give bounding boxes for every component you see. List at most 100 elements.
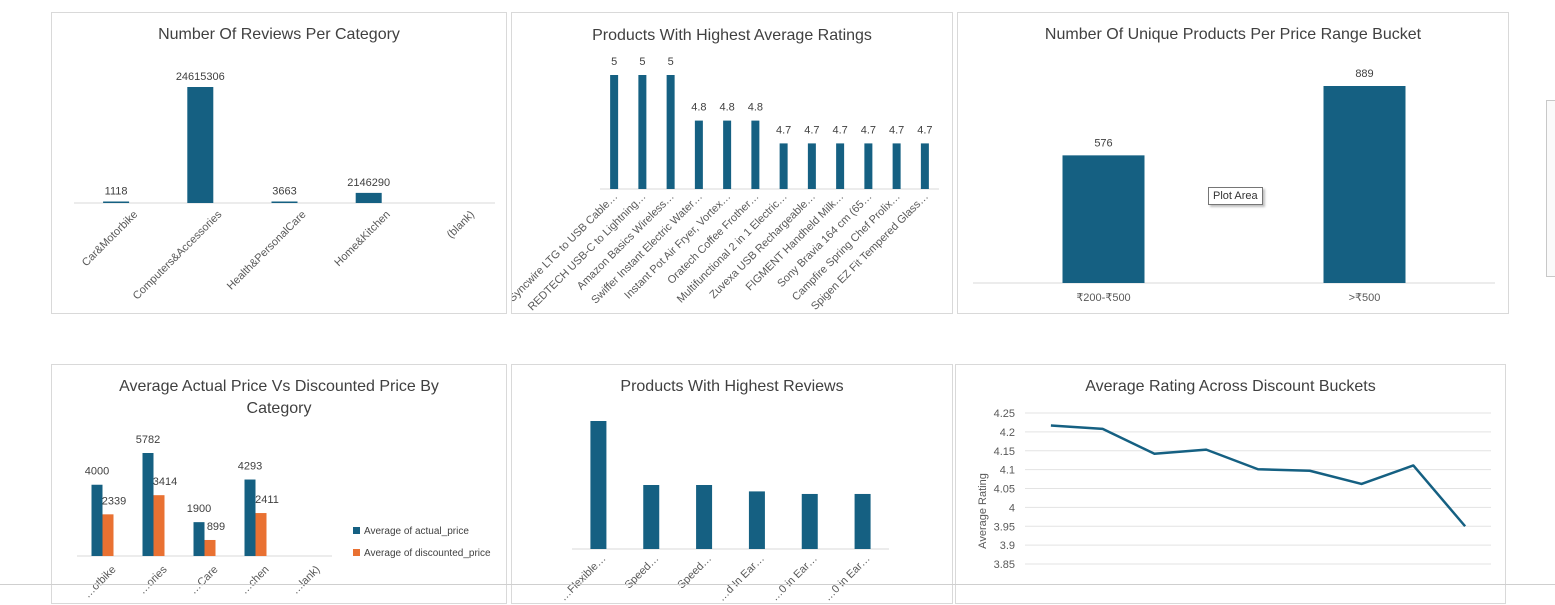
- bar: [204, 539, 216, 556]
- data-label: 5: [611, 56, 617, 68]
- bar: [271, 201, 298, 203]
- bar: [836, 143, 845, 189]
- legend-swatch: [353, 527, 360, 534]
- data-label: 4.7: [804, 124, 819, 136]
- rating-discount-panel[interactable]: Average Rating Across Discount Buckets 4…: [955, 364, 1506, 604]
- data-label: 4.7: [832, 124, 847, 136]
- highest-reviews-panel[interactable]: Products With Highest Reviews …Flexible……: [511, 364, 953, 604]
- x-tick-label: ₹200-₹500: [1076, 292, 1130, 304]
- unique-products-panel[interactable]: Number Of Unique Products Per Price Rang…: [957, 12, 1509, 314]
- bar: [610, 75, 619, 189]
- chart-title: Average Rating Across Discount Buckets: [1085, 378, 1376, 395]
- data-label: 2339: [102, 495, 126, 507]
- bar: [1062, 155, 1145, 283]
- bar: [187, 87, 214, 203]
- x-tick-label: …0 in Ear…: [822, 553, 873, 604]
- chart-title-line-2: Category: [246, 400, 312, 417]
- chart-title-line-1: Average Actual Price Vs Discounted Price…: [119, 378, 439, 395]
- x-tick-label: …d In Ear…: [716, 553, 767, 604]
- reviews-per-category-panel[interactable]: Number Of Reviews Per Category 1118 Car&M…: [51, 12, 507, 314]
- bar: [590, 421, 607, 549]
- data-label: 4.8: [748, 102, 763, 114]
- bar: [193, 522, 205, 556]
- y-tick-label: 4.15: [994, 446, 1015, 458]
- x-tick-label: …lank): [289, 564, 322, 597]
- y-tick-label: 3.95: [994, 521, 1015, 533]
- data-label: 5: [639, 56, 645, 68]
- data-label: 889: [1355, 68, 1373, 80]
- x-tick-label: Car&Motorbike: [80, 209, 140, 269]
- actual-vs-discounted-chart: 4000 2339 …otbike 5782 3414 …ories 1900 899 …Car…: [77, 434, 491, 601]
- data-label: 576: [1094, 137, 1112, 149]
- data-label: 4000: [85, 466, 109, 478]
- chart-title: Number Of Unique Products Per Price Rang…: [1044, 26, 1422, 43]
- y-tick-label: 4.25: [994, 408, 1015, 420]
- x-tick-label: Health&PersonalCare: [225, 209, 309, 293]
- bar: [255, 513, 267, 556]
- data-label: 5782: [136, 434, 160, 446]
- bar: [779, 143, 788, 189]
- rating-discount-chart: 4.25 4.2 4.15 4.1 4.05 4 3.95 3.9 3.85 Average Ra…: [977, 408, 1491, 571]
- x-tick-label: …chen: [238, 564, 271, 597]
- data-label: 4.7: [861, 124, 876, 136]
- data-label: 3663: [272, 186, 296, 198]
- vertical-scrollbar[interactable]: [1546, 100, 1555, 277]
- bar: [807, 143, 816, 189]
- chart-title: Number Of Reviews Per Category: [158, 26, 400, 43]
- series-line: [1050, 424, 1467, 528]
- x-tick-label: …0 in Ear…: [769, 553, 820, 604]
- bar: [142, 453, 154, 556]
- data-label: 5: [668, 56, 674, 68]
- x-tick-label: >₹500: [1349, 292, 1381, 304]
- legend-label: Average of discounted_price: [364, 548, 491, 559]
- data-label: 3414: [153, 476, 177, 488]
- bar: [801, 493, 818, 549]
- bar: [748, 491, 765, 549]
- data-label: 1118: [105, 186, 128, 198]
- unique-products-chart: 576 ₹200-₹500 889 >₹500: [973, 68, 1495, 304]
- bar: [694, 120, 703, 189]
- bar: [643, 485, 660, 549]
- bar: [91, 484, 103, 556]
- data-label: 4.8: [691, 102, 706, 114]
- reviews-per-category-chart: 1118 Car&Motorbike 24615306 Computers&Acces…: [74, 71, 495, 302]
- data-label: 4.7: [776, 124, 791, 136]
- actual-vs-discounted-panel[interactable]: Average Actual Price Vs Discounted Price…: [51, 364, 507, 604]
- x-tick-label: (blank): [445, 209, 477, 241]
- x-tick-label: …ories: [136, 563, 169, 596]
- data-label: 1900: [187, 503, 211, 515]
- bar: [638, 75, 647, 189]
- y-tick-label: 4: [1009, 502, 1015, 514]
- y-tick-label: 4.2: [1000, 427, 1015, 439]
- bar: [751, 120, 760, 189]
- data-label: 2146290: [347, 177, 390, 189]
- data-label: 4.7: [889, 124, 904, 136]
- y-axis-label: Average Rating: [977, 473, 989, 549]
- chart-title: Products With Highest Reviews: [620, 378, 844, 395]
- data-label: 4293: [238, 461, 262, 473]
- bar: [102, 514, 114, 556]
- x-tick-label: Speed…: [675, 553, 714, 592]
- data-label: 899: [207, 521, 225, 533]
- x-tick-label: Home&Kitchen: [332, 209, 392, 269]
- data-label: 4.7: [917, 124, 932, 136]
- x-tick-label: …Care: [187, 564, 220, 597]
- x-tick-label: Computers&Accessories: [131, 208, 225, 302]
- x-tick-label: Speed…: [623, 553, 662, 592]
- bar: [854, 493, 871, 549]
- bar: [696, 485, 713, 549]
- data-label: 4.8: [719, 102, 734, 114]
- legend-swatch: [353, 549, 360, 556]
- bar: [666, 75, 675, 189]
- legend-label: Average of actual_price: [364, 526, 469, 537]
- y-tick-label: 3.85: [994, 559, 1015, 571]
- bar: [920, 143, 929, 189]
- bar: [355, 192, 382, 203]
- x-tick-label: …Flexible…: [558, 553, 609, 604]
- bar: [103, 201, 130, 203]
- y-tick-label: 4.1: [1000, 465, 1015, 477]
- bar: [723, 120, 732, 189]
- chart-title: Products With Highest Average Ratings: [592, 27, 872, 44]
